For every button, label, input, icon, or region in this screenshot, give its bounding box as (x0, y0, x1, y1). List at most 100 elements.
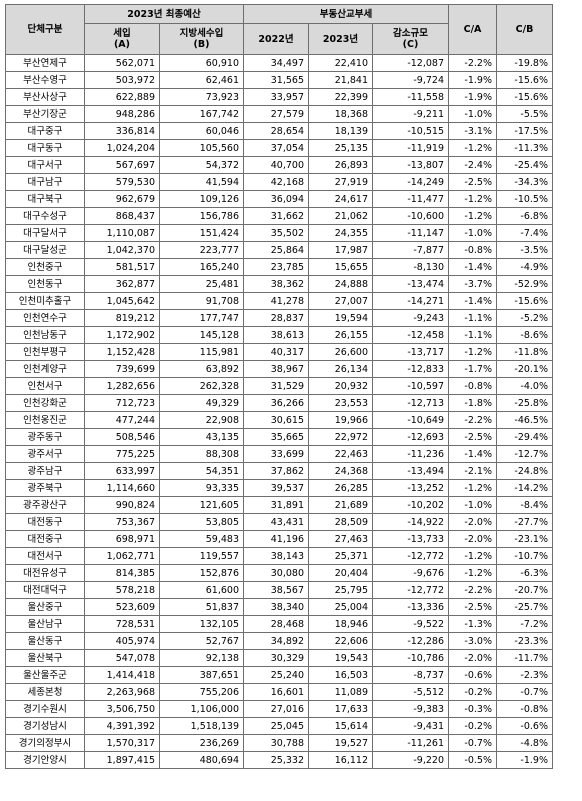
cell-region-name: 대전동구 (5, 513, 85, 531)
cell-decrease: -9,522 (372, 615, 449, 633)
table-row: 대전동구 753,367 53,805 43,431 28,509 -14,922 -2.0… (5, 513, 553, 531)
cell-2022: 38,143 (243, 547, 309, 565)
cell-region-name: 광주남구 (5, 462, 85, 480)
cell-local-tax: 262,328 (159, 377, 244, 395)
cell-revenue: 508,546 (84, 428, 160, 446)
cell-decrease: -10,515 (372, 122, 449, 140)
cell-c-over-b: -20.1% (496, 360, 553, 378)
table-row: 대전유성구 814,385 152,876 30,080 20,404 -9,676 -1.… (5, 564, 553, 582)
cell-revenue: 962,679 (84, 190, 160, 208)
cell-decrease: -9,243 (372, 309, 449, 327)
header-2022: 2022년 (243, 23, 309, 55)
cell-revenue: 562,071 (84, 54, 160, 72)
cell-decrease: -13,494 (372, 462, 449, 480)
cell-2023: 20,404 (308, 564, 373, 582)
cell-c-over-b: -4.0% (496, 377, 553, 395)
header-c-over-a: C/A (448, 4, 497, 55)
header-tax-group: 부동산교부세 (243, 4, 449, 24)
cell-c-over-a: -0.6% (448, 666, 497, 684)
cell-c-over-a: -0.2% (448, 717, 497, 735)
cell-local-tax: 152,876 (159, 564, 244, 582)
cell-decrease: -13,336 (372, 598, 449, 616)
cell-2023: 19,966 (308, 411, 373, 429)
cell-c-over-b: -17.5% (496, 122, 553, 140)
cell-c-over-a: -1.1% (448, 326, 497, 344)
table-row: 대구달서구 1,110,087 151,424 35,502 24,355 -11,147… (5, 224, 553, 242)
cell-revenue: 622,889 (84, 88, 160, 106)
cell-region-name: 광주광산구 (5, 496, 85, 514)
cell-revenue: 728,531 (84, 615, 160, 633)
cell-revenue: 581,517 (84, 258, 160, 276)
cell-c-over-b: -4.9% (496, 258, 553, 276)
cell-c-over-b: -6.8% (496, 207, 553, 225)
cell-revenue: 1,024,204 (84, 139, 160, 157)
cell-2022: 39,537 (243, 479, 309, 497)
cell-2023: 15,614 (308, 717, 373, 735)
cell-2023: 11,089 (308, 683, 373, 701)
header-2023: 2023년 (308, 23, 373, 55)
cell-revenue: 1,414,418 (84, 666, 160, 684)
cell-decrease: -9,676 (372, 564, 449, 582)
cell-local-tax: 52,767 (159, 632, 244, 650)
table-row: 대구서구 567,697 54,372 40,700 26,893 -13,807 -2.4… (5, 156, 553, 174)
header-budget-group: 2023년 최종예산 (84, 4, 244, 24)
cell-local-tax: 105,560 (159, 139, 244, 157)
cell-c-over-b: -27.7% (496, 513, 553, 531)
cell-region-name: 광주서구 (5, 445, 85, 463)
cell-region-name: 대구수성구 (5, 207, 85, 225)
table-row: 부산수영구 503,972 62,461 31,565 21,841 -9,724 -1.9… (5, 71, 553, 89)
cell-c-over-a: -1.1% (448, 309, 497, 327)
cell-2023: 27,919 (308, 173, 373, 191)
table-row: 광주광산구 990,824 121,605 31,891 21,689 -10,202 -1… (5, 496, 553, 514)
cell-c-over-b: -12.7% (496, 445, 553, 463)
cell-2023: 18,946 (308, 615, 373, 633)
table-row: 대전서구 1,062,771 119,557 38,143 25,371 -12,772-… (5, 547, 553, 565)
cell-region-name: 인천미추홀구 (5, 292, 85, 310)
cell-revenue: 477,244 (84, 411, 160, 429)
cell-2022: 30,080 (243, 564, 309, 582)
cell-local-tax: 63,892 (159, 360, 244, 378)
cell-2022: 38,340 (243, 598, 309, 616)
cell-c-over-a: -0.5% (448, 751, 497, 769)
cell-2023: 25,004 (308, 598, 373, 616)
table-row: 인천중구 581,517 165,240 23,785 15,655 -8,130 -1.4… (5, 258, 553, 276)
cell-c-over-a: -2.0% (448, 649, 497, 667)
cell-2022: 36,266 (243, 394, 309, 412)
table-row: 인천미추홀구 1,045,642 91,708 41,278 27,007 -14,271… (5, 292, 553, 310)
table-row: 부산연제구 562,071 60,910 34,497 22,410 -12,087 -2.… (5, 54, 553, 72)
cell-revenue: 336,814 (84, 122, 160, 140)
cell-revenue: 523,609 (84, 598, 160, 616)
cell-c-over-a: -1.4% (448, 258, 497, 276)
cell-region-name: 인천옹진군 (5, 411, 85, 429)
cell-2022: 27,016 (243, 700, 309, 718)
cell-2022: 30,329 (243, 649, 309, 667)
header-revenue: 세입 (A) (84, 23, 160, 55)
cell-2022: 41,278 (243, 292, 309, 310)
cell-2022: 38,967 (243, 360, 309, 378)
cell-2022: 25,332 (243, 751, 309, 769)
cell-region-name: 경기수원시 (5, 700, 85, 718)
cell-c-over-a: -2.2% (448, 54, 497, 72)
cell-c-over-b: -6.3% (496, 564, 553, 582)
cell-c-over-a: -1.2% (448, 190, 497, 208)
header-decrease-text: 감소규모 (C) (393, 28, 428, 50)
cell-2023: 27,007 (308, 292, 373, 310)
cell-c-over-b: -24.8% (496, 462, 553, 480)
cell-region-name: 경기성남시 (5, 717, 85, 735)
cell-region-name: 대구동구 (5, 139, 85, 157)
cell-2022: 42,168 (243, 173, 309, 191)
cell-2022: 35,665 (243, 428, 309, 446)
cell-revenue: 1,110,087 (84, 224, 160, 242)
cell-2022: 30,615 (243, 411, 309, 429)
cell-c-over-a: -1.2% (448, 479, 497, 497)
cell-decrease: -14,922 (372, 513, 449, 531)
cell-decrease: -12,833 (372, 360, 449, 378)
cell-local-tax: 53,805 (159, 513, 244, 531)
cell-c-over-b: -11.8% (496, 343, 553, 361)
cell-c-over-b: -2.3% (496, 666, 553, 684)
cell-2023: 20,932 (308, 377, 373, 395)
cell-decrease: -9,220 (372, 751, 449, 769)
cell-region-name: 대전서구 (5, 547, 85, 565)
header-revenue-text: 세입 (A) (113, 28, 131, 50)
cell-c-over-b: -15.6% (496, 88, 553, 106)
